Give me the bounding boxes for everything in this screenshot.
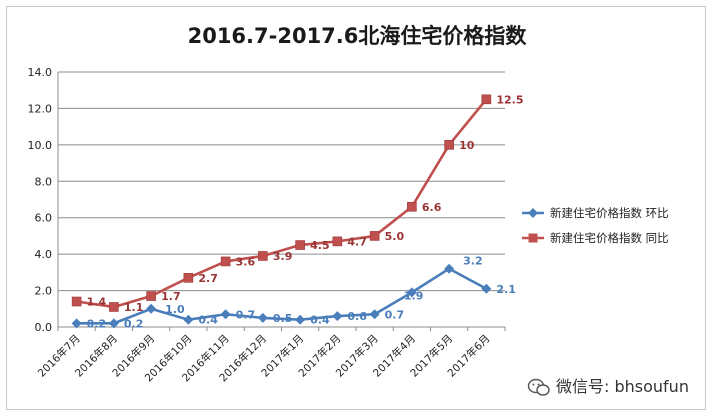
- data-label: 3.2: [463, 255, 483, 268]
- y-tick-label: 10.0: [28, 139, 53, 152]
- y-tick-label: 14.0: [28, 66, 53, 79]
- watermark-text: 微信号: bhsoufun: [556, 377, 689, 396]
- chart-frame: [6, 6, 706, 410]
- data-label: 0.2: [124, 317, 144, 330]
- data-label: 4.5: [310, 239, 330, 252]
- x-axis: 2016年7月2016年8月2016年9月2016年10月2016年11月201…: [35, 326, 506, 384]
- series-line: [76, 267, 487, 325]
- data-label: 6.6: [422, 201, 442, 214]
- watermark: 微信号: bhsoufun: [527, 377, 689, 396]
- data-label: 1.0: [165, 303, 185, 316]
- data-point: [183, 273, 194, 283]
- legend-marker: [528, 233, 538, 243]
- data-point: [444, 140, 454, 150]
- data-label: 5.0: [385, 230, 405, 243]
- data-point: [444, 263, 455, 274]
- data-point: [295, 314, 306, 325]
- y-tick-label: 0.0: [35, 321, 53, 334]
- data-point: [295, 240, 305, 250]
- y-tick-label: 2.0: [35, 285, 53, 298]
- data-label: 2.1: [496, 283, 516, 296]
- data-point: [146, 291, 156, 301]
- data-label: 0.5: [273, 312, 293, 325]
- data-label: 0.4: [310, 314, 330, 327]
- data-label: 0.4: [198, 314, 218, 327]
- series-line: [76, 98, 488, 309]
- data-point: [332, 236, 343, 247]
- data-point: [369, 231, 380, 241]
- data-point: [332, 311, 343, 322]
- data-label: 12.5: [496, 93, 523, 106]
- y-tick-label: 6.0: [35, 212, 53, 225]
- y-tick-label: 8.0: [35, 175, 53, 188]
- data-point: [183, 314, 194, 325]
- legend-entry: 新建住宅价格指数 环比: [550, 206, 669, 220]
- series-group: [71, 94, 492, 329]
- legend-entry: 新建住宅价格指数 同比: [550, 231, 669, 245]
- data-point: [258, 251, 268, 261]
- chart-title: 2016.7-2017.6北海住宅价格指数: [187, 24, 527, 48]
- legend-marker: [528, 208, 538, 218]
- data-point: [369, 309, 380, 320]
- data-point: [109, 302, 119, 312]
- data-labels: 0.2 0.2 1.0 0.4 0.7 0.5 0.4 0.6 0.7 1.9 3.2 2.1 1.4 1…: [87, 93, 524, 330]
- data-label: 10: [459, 139, 475, 152]
- data-label: 2.7: [198, 272, 218, 285]
- data-point: [71, 296, 82, 307]
- data-label: 1.9: [404, 289, 424, 302]
- data-point: [108, 318, 119, 329]
- data-label: 0.7: [236, 308, 256, 321]
- data-point: [146, 303, 157, 314]
- data-point: [257, 312, 268, 323]
- data-point: [220, 256, 231, 267]
- data-label: 1.1: [124, 301, 144, 314]
- y-axis: 0.0 2.0 4.0 6.0 8.0 10.0 12.0 14.0: [28, 66, 59, 334]
- data-label: 3.6: [236, 255, 256, 268]
- data-point: [481, 94, 492, 105]
- data-label: 4.7: [347, 235, 367, 248]
- data-label: 0.6: [347, 310, 367, 323]
- data-point: [406, 287, 417, 298]
- data-point: [220, 309, 231, 320]
- y-tick-label: 12.0: [28, 102, 53, 115]
- data-point: [407, 201, 417, 212]
- data-label: 1.4: [87, 296, 107, 309]
- data-label: 0.2: [87, 317, 107, 330]
- wechat-icon: [527, 378, 550, 396]
- data-point: [481, 283, 492, 294]
- data-label: 0.7: [385, 308, 405, 321]
- data-label: 3.9: [273, 250, 293, 263]
- data-label: 1.7: [161, 290, 181, 303]
- y-tick-label: 4.0: [35, 248, 53, 261]
- data-point: [71, 318, 82, 329]
- grid-lines: [58, 71, 505, 292]
